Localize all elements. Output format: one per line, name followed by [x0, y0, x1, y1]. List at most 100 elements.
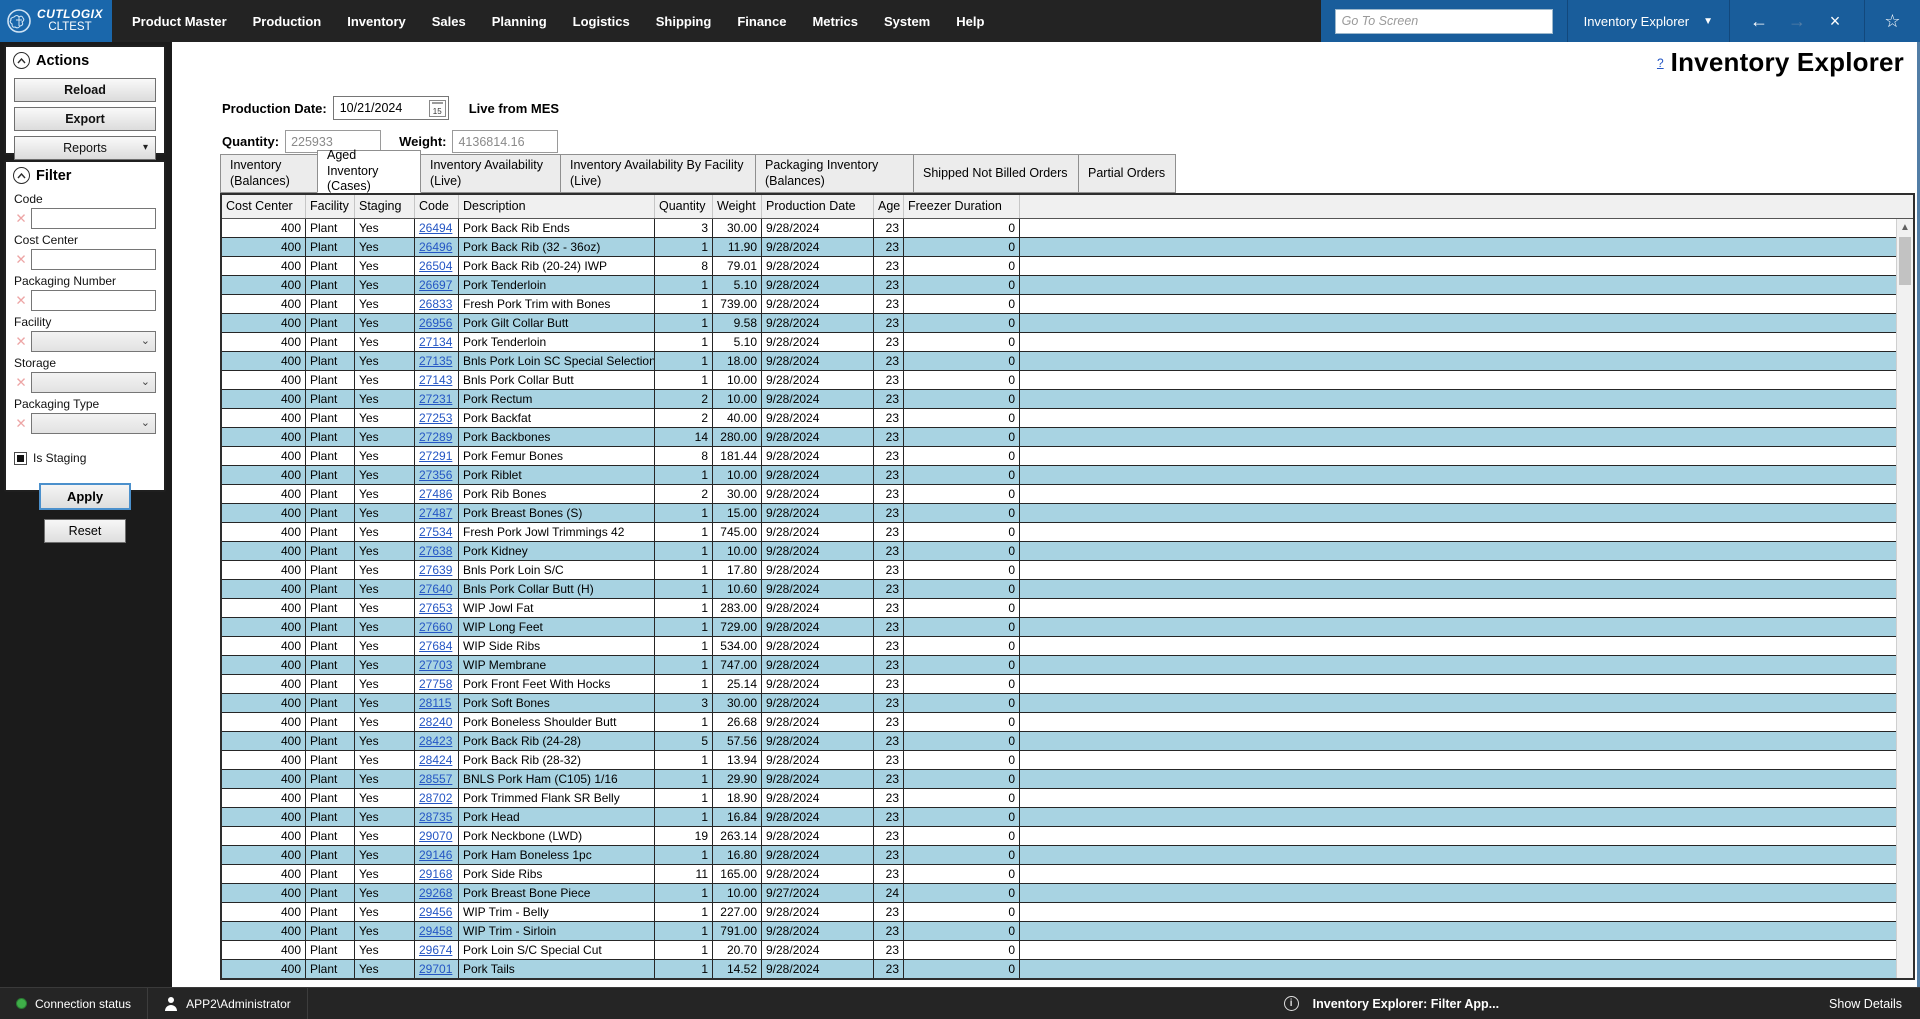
column-header-quantity[interactable]: Quantity: [655, 195, 713, 218]
code-link[interactable]: 29070: [419, 829, 453, 843]
filter-input-code[interactable]: [31, 208, 156, 229]
code-link[interactable]: 29458: [419, 924, 453, 938]
code-link[interactable]: 27486: [419, 487, 453, 501]
show-details-link[interactable]: Show Details: [1829, 996, 1902, 1011]
code-link[interactable]: 27640: [419, 582, 453, 596]
menu-item-inventory[interactable]: Inventory: [347, 13, 406, 29]
vertical-scrollbar[interactable]: ▲: [1896, 219, 1913, 978]
code-link[interactable]: 27253: [419, 411, 453, 425]
code-link[interactable]: 28557: [419, 772, 453, 786]
code-link[interactable]: 26496: [419, 240, 453, 254]
menu-item-shipping[interactable]: Shipping: [655, 13, 712, 29]
code-link[interactable]: 27660: [419, 620, 453, 634]
close-icon[interactable]: ×: [1829, 10, 1841, 31]
reset-button[interactable]: Reset: [44, 519, 126, 543]
column-header-age[interactable]: Age: [874, 195, 904, 218]
goto-screen-input[interactable]: [1334, 8, 1553, 34]
code-link[interactable]: 27134: [419, 335, 453, 349]
scrollbar-thumb[interactable]: [1899, 237, 1911, 285]
column-header-weight[interactable]: Weight: [713, 195, 762, 218]
export-button[interactable]: Export: [14, 107, 156, 131]
tab-inventory-balances[interactable]: Inventory (Balances): [220, 154, 318, 193]
clear-filter-icon[interactable]: ✕: [15, 251, 27, 267]
filter-select-packaging-type[interactable]: ⌄: [31, 413, 156, 434]
collapse-chevron-up-icon[interactable]: [13, 167, 30, 184]
tab-aged-inventory-cases[interactable]: Aged Inventory (Cases): [317, 148, 421, 193]
code-link[interactable]: 29146: [419, 848, 453, 862]
code-link[interactable]: 27143: [419, 373, 453, 387]
code-link[interactable]: 27231: [419, 392, 453, 406]
menu-item-finance[interactable]: Finance: [737, 13, 787, 29]
production-date-picker[interactable]: 10/21/2024 15: [332, 96, 449, 120]
reports-dropdown-button[interactable]: Reports ▾: [14, 136, 156, 160]
screen-selector-dropdown[interactable]: Inventory Explorer ▼: [1566, 0, 1729, 42]
filter-select-facility[interactable]: ⌄: [31, 331, 156, 352]
code-link[interactable]: 26833: [419, 297, 453, 311]
code-link[interactable]: 29268: [419, 886, 453, 900]
apply-button[interactable]: Apply: [39, 483, 131, 510]
forward-arrow-icon[interactable]: →: [1788, 10, 1806, 31]
tab-shipped-not-billed-orders[interactable]: Shipped Not Billed Orders: [913, 154, 1079, 193]
column-header-cost-center[interactable]: Cost Center: [222, 195, 306, 218]
code-link[interactable]: 26697: [419, 278, 453, 292]
tab-packaging-inventory-balances[interactable]: Packaging Inventory (Balances): [755, 154, 914, 193]
code-link[interactable]: 29701: [419, 962, 453, 976]
code-link[interactable]: 28115: [419, 696, 452, 710]
column-header-freezer-duration[interactable]: Freezer Duration: [904, 195, 1020, 218]
collapse-chevron-up-icon[interactable]: [13, 52, 30, 69]
menu-item-help[interactable]: Help: [956, 13, 985, 29]
code-link[interactable]: 27291: [419, 449, 453, 463]
code-link[interactable]: 26494: [419, 221, 453, 235]
reload-button[interactable]: Reload: [14, 78, 156, 102]
scroll-up-icon[interactable]: ▲: [1900, 222, 1910, 233]
column-header-code[interactable]: Code: [415, 195, 459, 218]
code-link[interactable]: 29168: [419, 867, 453, 881]
clear-filter-icon[interactable]: ✕: [15, 374, 27, 390]
clear-filter-icon[interactable]: ✕: [15, 292, 27, 308]
tab-inventory-availability-by-facility-live[interactable]: Inventory Availability By Facility (Live…: [560, 154, 756, 193]
code-link[interactable]: 28424: [419, 753, 453, 767]
menu-item-production[interactable]: Production: [252, 13, 322, 29]
calendar-icon[interactable]: 15: [428, 99, 446, 117]
code-link[interactable]: 28735: [419, 810, 453, 824]
tab-partial-orders[interactable]: Partial Orders: [1078, 154, 1176, 193]
back-arrow-icon[interactable]: ←: [1750, 10, 1768, 31]
code-link[interactable]: 27356: [419, 468, 453, 482]
column-header-staging[interactable]: Staging: [355, 195, 415, 218]
menu-item-metrics[interactable]: Metrics: [812, 13, 858, 29]
favorite-star-icon[interactable]: ☆: [1884, 10, 1901, 31]
tab-inventory-availability-live[interactable]: Inventory Availability (Live): [420, 154, 561, 193]
menu-item-logistics[interactable]: Logistics: [572, 13, 630, 29]
is-staging-checkbox[interactable]: [14, 451, 27, 465]
code-link[interactable]: 28702: [419, 791, 453, 805]
column-header-description[interactable]: Description: [459, 195, 655, 218]
clear-filter-icon[interactable]: ✕: [15, 333, 27, 349]
code-link[interactable]: 27534: [419, 525, 453, 539]
code-link[interactable]: 27653: [419, 601, 453, 615]
menu-item-sales[interactable]: Sales: [431, 13, 466, 29]
code-link[interactable]: 29674: [419, 943, 453, 957]
code-link[interactable]: 27758: [419, 677, 453, 691]
clear-filter-icon[interactable]: ✕: [15, 210, 27, 226]
filter-select-storage[interactable]: ⌄: [31, 372, 156, 393]
logged-in-user[interactable]: APP2\Administrator: [148, 988, 308, 1019]
weight-field[interactable]: [452, 130, 559, 153]
code-link[interactable]: 27639: [419, 563, 453, 577]
info-icon[interactable]: i: [1283, 996, 1299, 1011]
code-link[interactable]: 28240: [419, 715, 453, 729]
code-link[interactable]: 28423: [419, 734, 453, 748]
code-link[interactable]: 27135: [419, 354, 453, 368]
code-link[interactable]: 27289: [419, 430, 453, 444]
column-header-production-date[interactable]: Production Date: [762, 195, 874, 218]
code-link[interactable]: 29456: [419, 905, 453, 919]
filter-input-packaging-number[interactable]: [31, 290, 156, 311]
menu-item-product-master[interactable]: Product Master: [132, 13, 227, 29]
menu-item-system[interactable]: System: [883, 13, 931, 29]
code-link[interactable]: 26504: [419, 259, 453, 273]
menu-item-planning[interactable]: Planning: [491, 13, 547, 29]
clear-filter-icon[interactable]: ✕: [15, 415, 27, 431]
code-link[interactable]: 27487: [419, 506, 453, 520]
code-link[interactable]: 27684: [419, 639, 453, 653]
column-header-facility[interactable]: Facility: [306, 195, 355, 218]
code-link[interactable]: 27638: [419, 544, 453, 558]
